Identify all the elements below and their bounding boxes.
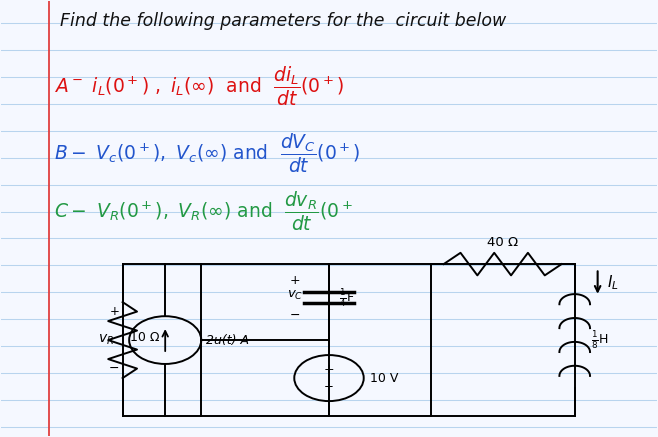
Text: $v_R$: $v_R$ <box>98 333 114 347</box>
Text: $I_L$: $I_L$ <box>607 273 619 292</box>
Text: $B-\ V_c(0^+),\ V_c(\infty)\ \mathrm{and}\ \ \dfrac{dV_C}{dt}(0^+)$: $B-\ V_c(0^+),\ V_c(\infty)\ \mathrm{and… <box>54 132 361 175</box>
Text: $\frac{1}{8}$H: $\frac{1}{8}$H <box>591 329 609 351</box>
Text: −: − <box>109 362 119 375</box>
Text: +: + <box>324 363 334 376</box>
Text: 2u(t) A: 2u(t) A <box>207 333 249 347</box>
Text: +: + <box>290 274 300 287</box>
Text: 10 Ω: 10 Ω <box>130 331 160 344</box>
Text: $v_C$: $v_C$ <box>287 289 303 302</box>
Text: −: − <box>324 380 334 393</box>
Text: Find the following parameters for the  circuit below: Find the following parameters for the ci… <box>61 12 507 30</box>
Text: +: + <box>109 305 119 319</box>
Text: −: − <box>290 309 300 322</box>
Text: 40 Ω: 40 Ω <box>487 236 519 249</box>
Text: $A^-\ i_L(0^+)\ ,\ i_L(\infty)\ \ \mathrm{and}\ \ \dfrac{di_L}{dt}(0^+)$: $A^-\ i_L(0^+)\ ,\ i_L(\infty)\ \ \mathr… <box>54 64 344 108</box>
Text: $\frac{1}{4}$F: $\frac{1}{4}$F <box>339 287 355 309</box>
Text: 10 V: 10 V <box>370 371 399 385</box>
Text: $C-\ V_R(0^+),\ V_R(\infty)\ \mathrm{and}\ \ \dfrac{dv_R}{dt}(0^+$: $C-\ V_R(0^+),\ V_R(\infty)\ \mathrm{and… <box>54 190 353 233</box>
